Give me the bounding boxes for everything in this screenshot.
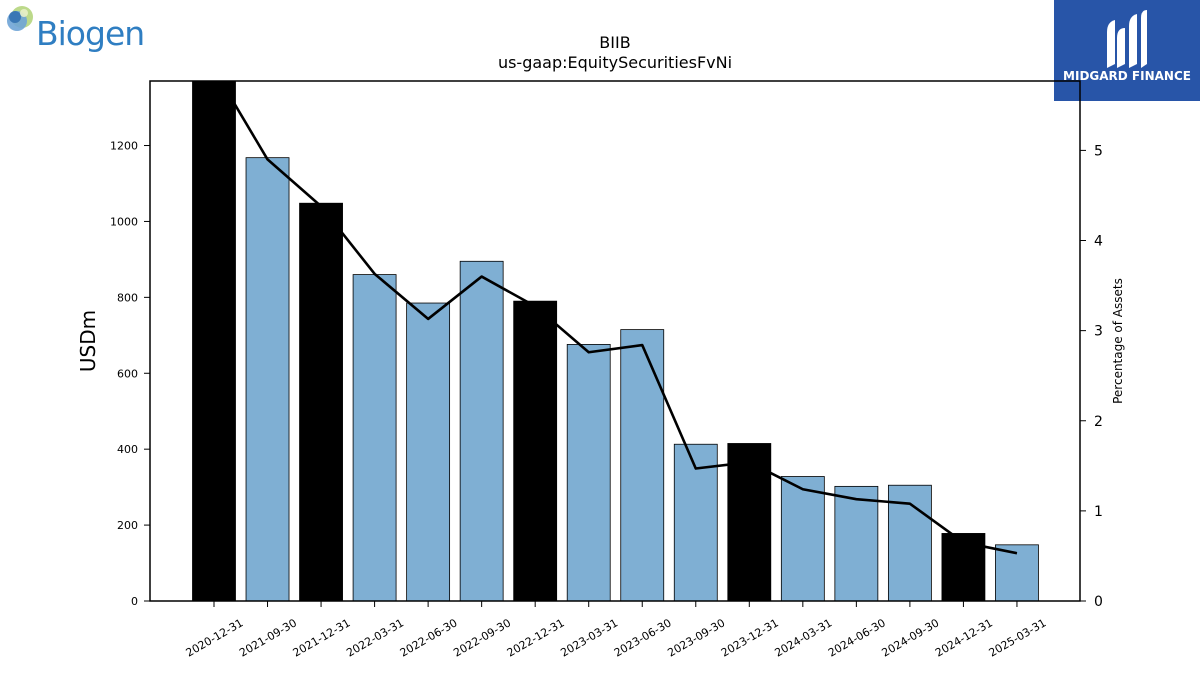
bar-2022-12-31 — [513, 300, 558, 601]
x-tick-label: 2024-06-30 — [826, 616, 888, 659]
x-tick-label: 2023-03-31 — [558, 616, 620, 659]
midgard-logo-text: MIDGARD FINANCE — [1063, 69, 1191, 83]
y-tick-label: 0 — [131, 595, 138, 608]
bar-2020-12-31 — [192, 81, 236, 601]
x-tick-label: 2022-12-31 — [505, 616, 567, 659]
x-tick-label: 2022-09-30 — [451, 616, 513, 659]
x-tick-label: 2023-06-30 — [612, 616, 674, 659]
x-tick-label: 2022-03-31 — [344, 616, 406, 659]
y2-tick-label: 0 — [1094, 594, 1103, 610]
bar-2022-06-30 — [406, 302, 451, 601]
bar-2022-03-31 — [352, 274, 397, 601]
chart-title: BIIB — [599, 33, 631, 52]
bar-2024-06-30 — [834, 485, 879, 601]
x-tick-label: 2020-12-31 — [184, 616, 246, 659]
line-series — [219, 81, 1018, 555]
x-tick-label: 2024-09-30 — [880, 616, 942, 659]
bar-2023-06-30 — [620, 329, 665, 601]
y-tick-label: 200 — [117, 519, 138, 532]
y-tick-label: 1000 — [110, 215, 138, 228]
chart-subtitle: us-gaap:EquitySecuritiesFvNi — [497, 53, 733, 72]
y-tick-label: 600 — [117, 367, 138, 380]
x-tick-label: 2024-12-31 — [933, 616, 995, 659]
bar-2024-03-31 — [780, 476, 825, 601]
y2-tick-label: 1 — [1094, 504, 1103, 520]
y2-tick-label: 2 — [1094, 414, 1103, 430]
y-axis-label: USDm — [76, 310, 100, 372]
x-tick-label: 2023-12-31 — [719, 616, 781, 659]
x-tick-label: 2021-09-30 — [237, 616, 299, 659]
x-tick-label: 2022-06-30 — [398, 616, 460, 659]
bar-2023-09-30 — [673, 443, 718, 601]
percentage-line — [219, 81, 1018, 555]
x-tick-label: 2024-03-31 — [772, 616, 834, 659]
bar-2025-03-31 — [995, 544, 1039, 601]
bar-2023-03-31 — [566, 344, 611, 601]
y-tick-label: 400 — [117, 443, 138, 456]
biogen-logo: Biogen — [4, 4, 149, 56]
y2-tick-label: 5 — [1094, 143, 1103, 159]
midgard-finance-logo: MIDGARD FINANCE — [1054, 0, 1200, 101]
y-axis-left: 0 200 400 600 800 1000 1200 — [110, 140, 150, 608]
bar-2021-12-31 — [299, 202, 343, 601]
bar-series — [192, 81, 1039, 601]
plot-frame — [149, 80, 1081, 602]
biogen-logo-text: Biogen — [36, 14, 145, 53]
bar-2023-12-31 — [727, 443, 772, 601]
y2-tick-label: 4 — [1094, 234, 1103, 250]
x-tick-label: 2025-03-31 — [987, 616, 1049, 659]
midgard-logo-mark-icon — [1107, 10, 1147, 68]
y2-tick-label: 3 — [1094, 324, 1103, 340]
bar-2021-09-30 — [245, 157, 290, 601]
y-tick-label: 1200 — [110, 140, 138, 153]
y-axis-right: 0 1 2 3 4 5 — [1080, 143, 1103, 610]
y-tick-label: 800 — [117, 291, 138, 304]
biogen-orb-icon — [7, 6, 33, 31]
bar-2022-09-30 — [459, 260, 504, 601]
x-tick-label: 2021-12-31 — [291, 616, 353, 659]
y2-axis-label: Percentage of Assets — [1111, 278, 1125, 404]
x-tick-label: 2023-09-30 — [665, 616, 727, 659]
x-axis: 2020-12-312021-09-302021-12-312022-03-31… — [184, 601, 1049, 660]
